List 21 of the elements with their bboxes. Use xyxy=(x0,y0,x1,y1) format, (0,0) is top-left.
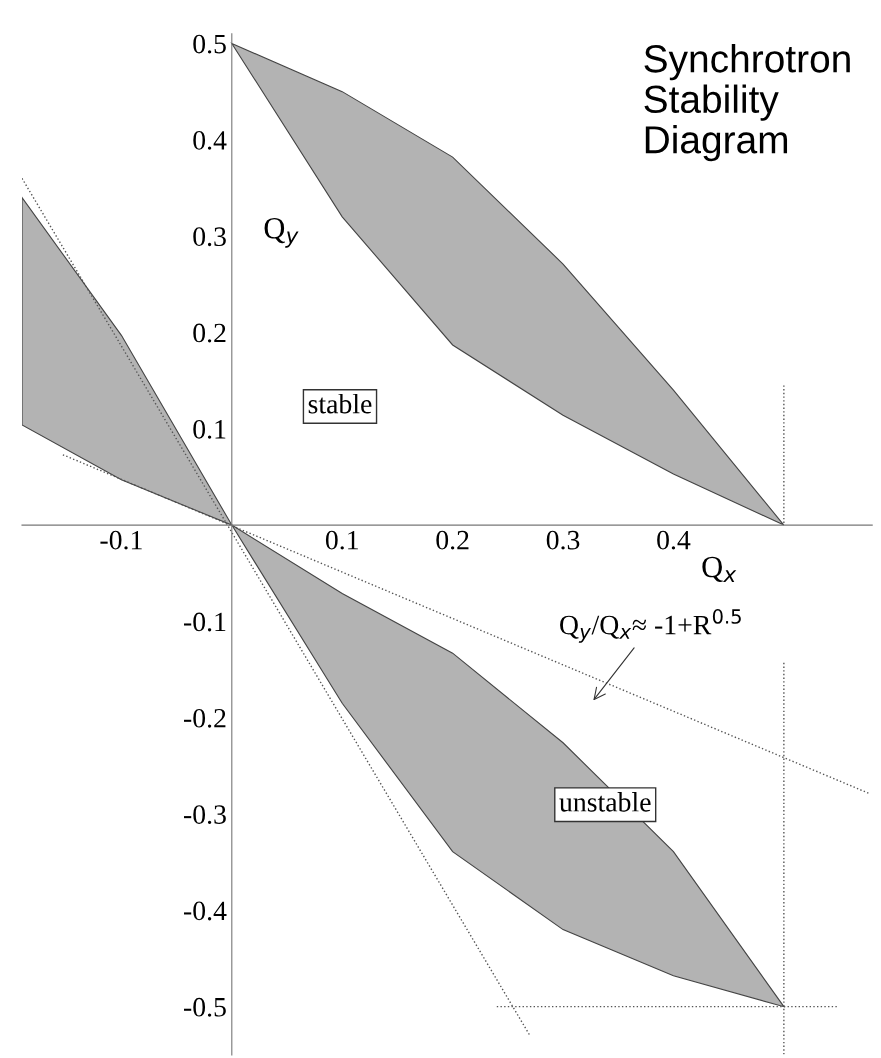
y-tick-label: -0.2 xyxy=(184,708,226,728)
x-tick-label: 0.4 xyxy=(657,530,691,550)
annotation: Q$_{y}$/Q$_{x}$≈ -1+R$^{0.5}$ xyxy=(560,609,741,643)
y-tick-label: -0.1 xyxy=(184,612,226,632)
annotation: Q$_{y}$ xyxy=(264,217,299,248)
y-tick-label: 0.5 xyxy=(193,34,226,54)
text: Synchrotron Stability Diagram xyxy=(644,44,850,162)
y-tick-label: -0.3 xyxy=(184,805,226,825)
annotation: Q$_{x}$ xyxy=(702,556,737,582)
y-tick-label: -0.5 xyxy=(184,997,226,1017)
x-tick-label: 0.2 xyxy=(436,530,469,550)
y-tick-label: 0.4 xyxy=(193,130,227,150)
annotation: stable xyxy=(308,393,372,414)
y-tick-label: -0.4 xyxy=(184,901,227,921)
annotation: unstable xyxy=(559,792,651,812)
y-tick-label: 0.1 xyxy=(193,419,226,439)
y-tick-label: 0.3 xyxy=(193,227,226,247)
x-tick-label: -0.1 xyxy=(100,530,142,550)
y-tick-label: 0.2 xyxy=(193,323,226,343)
x-tick-label: 0.3 xyxy=(546,530,580,550)
x-tick-label: 0.1 xyxy=(325,530,358,550)
